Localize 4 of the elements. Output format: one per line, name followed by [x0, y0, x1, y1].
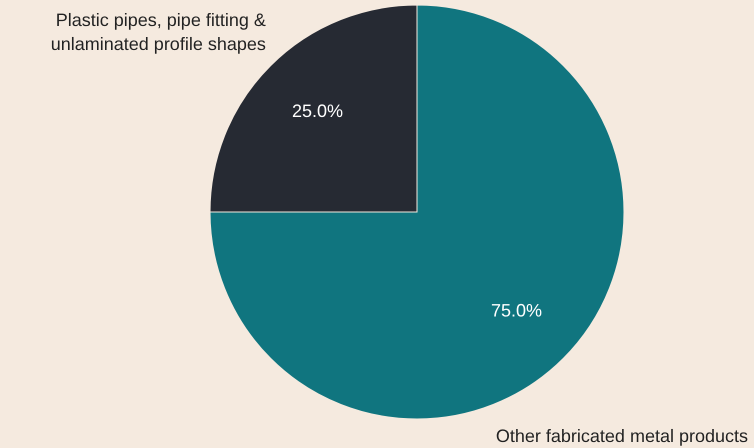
data-label: 75.0% [491, 300, 542, 320]
data-label: 25.0% [292, 101, 343, 122]
slice-label: Plastic pipes, pipe fitting & unlaminated profile shapes [50, 10, 266, 54]
slice-label: Other fabricated metal products [496, 426, 748, 446]
